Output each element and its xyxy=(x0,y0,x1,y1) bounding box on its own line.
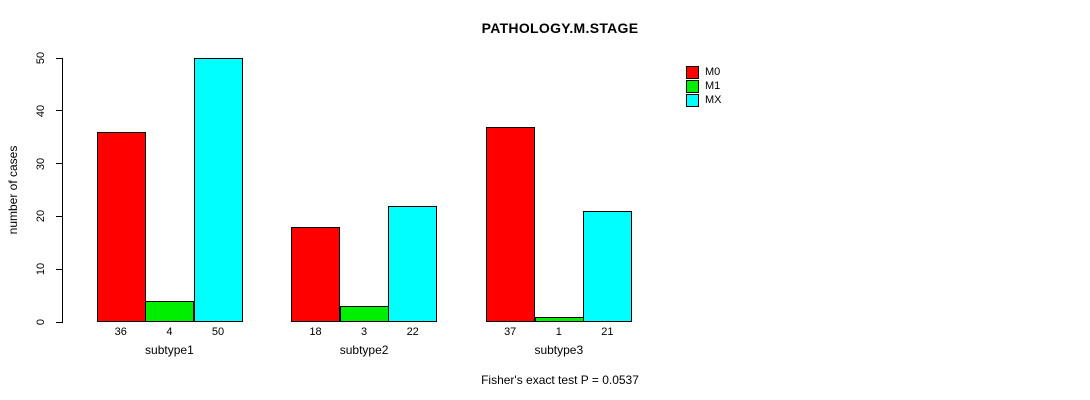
y-axis-label: number of cases xyxy=(6,145,20,235)
y-tick-label-40: 40 xyxy=(35,104,47,117)
legend-label-MX: MX xyxy=(705,94,722,106)
category-label-subtype1: subtype1 xyxy=(145,343,194,357)
y-tick-label-30: 30 xyxy=(35,157,47,170)
bar-subtype2-M1 xyxy=(340,306,389,322)
category-label-subtype2: subtype2 xyxy=(339,343,389,357)
category-label-subtype3: subtype3 xyxy=(534,343,584,357)
bar-value-subtype2-M0: 18 xyxy=(309,326,322,338)
bar-subtype1-MX xyxy=(194,58,243,322)
bar-value-subtype3-M1: 1 xyxy=(555,326,562,338)
bar-value-subtype2-M1: 3 xyxy=(361,326,368,338)
annotation-text: Fisher's exact test P = 0.0537 xyxy=(481,373,639,387)
legend-item-M1: M1 xyxy=(686,79,722,93)
bar-value-subtype1-MX: 50 xyxy=(211,326,225,338)
legend-swatch-MX xyxy=(686,93,699,107)
legend-swatch-M0 xyxy=(686,65,699,79)
bar-subtype1-M1 xyxy=(145,301,194,322)
bar-subtype3-M0 xyxy=(486,127,535,322)
bar-subtype3-M1 xyxy=(535,317,584,322)
bar-value-subtype2-MX: 22 xyxy=(406,326,419,338)
legend-item-M0: M0 xyxy=(686,65,722,79)
y-tick-mark-10 xyxy=(56,268,62,270)
bar-value-subtype3-MX: 21 xyxy=(601,326,614,338)
y-tick-mark-20 xyxy=(56,215,62,217)
legend: M0 M1 MX xyxy=(686,65,722,107)
legend-item-MX: MX xyxy=(686,93,722,107)
legend-label-M0: M0 xyxy=(705,66,721,78)
chart-title: PATHOLOGY.M.STAGE xyxy=(481,20,639,36)
y-tick-label-50: 50 xyxy=(35,51,47,65)
y-tick-mark-30 xyxy=(56,163,62,165)
y-tick-mark-40 xyxy=(56,110,62,112)
bar-value-subtype1-M0: 36 xyxy=(114,326,127,338)
bar-value-subtype3-M0: 37 xyxy=(504,326,517,338)
bar-value-subtype1-M1: 4 xyxy=(166,326,173,338)
legend-label-M1: M1 xyxy=(705,80,721,92)
legend-swatch-M1 xyxy=(686,79,699,93)
bar-subtype2-M0 xyxy=(291,227,340,322)
y-axis-line xyxy=(62,58,63,323)
y-tick-label-10: 10 xyxy=(35,263,47,276)
y-tick-mark-50 xyxy=(56,57,62,59)
bar-subtype2-MX xyxy=(388,206,437,322)
bar-subtype3-MX xyxy=(583,211,632,322)
bar-subtype1-M0 xyxy=(97,132,146,322)
y-tick-label-0: 0 xyxy=(35,318,47,326)
y-tick-label-20: 20 xyxy=(35,210,47,223)
y-tick-mark-0 xyxy=(56,321,62,323)
